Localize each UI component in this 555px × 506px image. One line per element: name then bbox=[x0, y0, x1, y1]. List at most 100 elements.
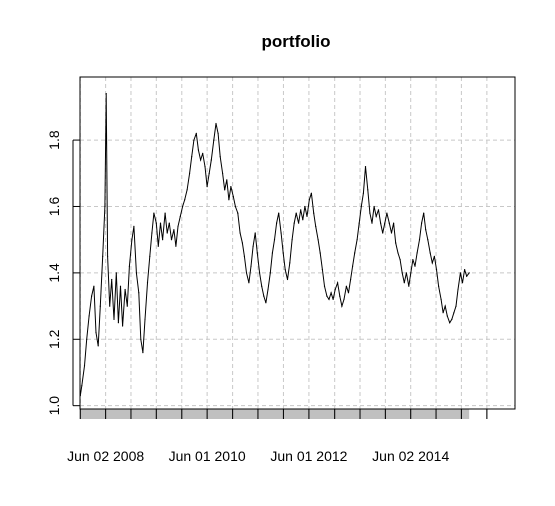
data-point bbox=[226, 179, 228, 181]
data-point bbox=[193, 139, 195, 141]
data-point bbox=[243, 255, 245, 257]
data-point bbox=[395, 242, 397, 244]
data-point bbox=[367, 189, 369, 191]
data-point bbox=[222, 172, 224, 174]
data-point bbox=[276, 222, 278, 224]
data-point bbox=[179, 215, 181, 217]
data-point bbox=[308, 199, 310, 201]
data-point bbox=[369, 212, 371, 214]
data-point bbox=[232, 195, 234, 198]
x-tick-label: Jun 01 2012 bbox=[270, 448, 347, 464]
data-point bbox=[354, 252, 356, 254]
data-point bbox=[371, 222, 373, 224]
data-point bbox=[364, 166, 367, 168]
data-point bbox=[286, 278, 289, 281]
data-point bbox=[300, 209, 302, 211]
data-point bbox=[213, 139, 215, 141]
data-point bbox=[373, 205, 375, 208]
data-point bbox=[410, 272, 412, 274]
data-point bbox=[464, 269, 466, 271]
data-point bbox=[317, 239, 319, 241]
data-point bbox=[170, 239, 173, 241]
data-point bbox=[88, 315, 90, 317]
y-axis: 1.0 1.2 1.4 1.6 1.8 bbox=[46, 130, 80, 415]
data-point bbox=[284, 269, 286, 271]
data-point bbox=[421, 222, 423, 224]
data-point bbox=[429, 252, 431, 254]
data-point bbox=[332, 298, 334, 300]
data-point bbox=[328, 298, 330, 300]
data-point bbox=[401, 272, 403, 274]
data-point bbox=[259, 272, 261, 274]
data-point bbox=[330, 292, 332, 294]
data-point bbox=[117, 322, 119, 324]
data-point bbox=[241, 242, 243, 244]
data-point bbox=[397, 252, 399, 254]
data-point bbox=[204, 166, 206, 168]
data-point bbox=[315, 225, 317, 227]
data-point bbox=[343, 298, 345, 300]
data-point bbox=[151, 232, 153, 234]
data-point bbox=[269, 272, 271, 274]
data-point bbox=[135, 272, 137, 274]
data-point bbox=[435, 269, 438, 271]
y-tick-label: 1.0 bbox=[46, 396, 62, 416]
data-point bbox=[99, 305, 101, 307]
series-line bbox=[79, 93, 470, 396]
data-point bbox=[418, 239, 421, 241]
data-point bbox=[306, 215, 308, 217]
data-point bbox=[431, 262, 433, 264]
grid-lines bbox=[79, 77, 515, 409]
data-point bbox=[83, 365, 86, 367]
x-axis: Jun 02 2008 Jun 01 2010 Jun 01 2012 Jun 02 … bbox=[67, 409, 488, 464]
data-point bbox=[230, 186, 232, 188]
data-point bbox=[265, 302, 267, 304]
data-point bbox=[380, 222, 382, 224]
data-point bbox=[457, 288, 459, 291]
data-point bbox=[384, 222, 386, 224]
data-point bbox=[142, 352, 144, 354]
data-point bbox=[416, 252, 418, 254]
data-point bbox=[245, 272, 248, 274]
data-point bbox=[282, 252, 284, 254]
data-point bbox=[119, 285, 122, 287]
data-point bbox=[446, 315, 448, 317]
data-point bbox=[323, 285, 326, 287]
data-point bbox=[451, 318, 453, 320]
data-point bbox=[321, 269, 323, 271]
data-point bbox=[261, 285, 263, 287]
data-point bbox=[202, 152, 204, 154]
data-point bbox=[440, 298, 442, 300]
data-point bbox=[405, 272, 407, 274]
data-point bbox=[195, 132, 197, 134]
data-point bbox=[208, 172, 210, 174]
data-point bbox=[128, 265, 130, 267]
data-point bbox=[399, 259, 401, 261]
data-point bbox=[267, 288, 269, 291]
data-point bbox=[189, 172, 191, 174]
data-point bbox=[217, 132, 219, 134]
data-point bbox=[358, 222, 360, 224]
data-point bbox=[319, 252, 321, 254]
data-point bbox=[164, 212, 166, 214]
data-point bbox=[386, 212, 388, 214]
data-point bbox=[356, 239, 358, 241]
data-point bbox=[162, 239, 164, 241]
data-point bbox=[126, 305, 128, 307]
data-point bbox=[102, 255, 104, 257]
data-point bbox=[313, 212, 315, 214]
data-point bbox=[254, 232, 256, 234]
data-point bbox=[382, 232, 384, 234]
data-point bbox=[280, 232, 282, 234]
data-point bbox=[444, 305, 446, 307]
data-point bbox=[146, 282, 149, 284]
data-point bbox=[157, 245, 159, 247]
data-point bbox=[459, 272, 461, 274]
data-point bbox=[86, 338, 88, 340]
data-point bbox=[124, 288, 126, 291]
data-point bbox=[159, 222, 162, 224]
y-tick-label: 1.4 bbox=[46, 263, 62, 283]
data-point bbox=[403, 282, 405, 284]
plot-frame bbox=[79, 76, 516, 410]
x-tick-label: Jun 02 2008 bbox=[67, 448, 144, 464]
